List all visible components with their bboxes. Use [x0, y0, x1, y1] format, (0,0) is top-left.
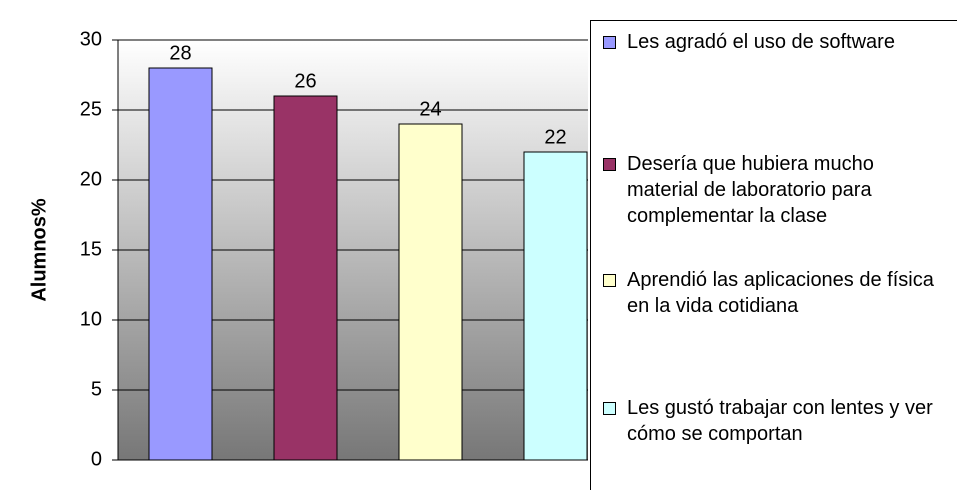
legend-swatch: [603, 274, 616, 287]
bar: [148, 67, 213, 461]
y-tick-label: 20: [80, 168, 102, 190]
y-tick-label: 15: [80, 238, 102, 260]
legend-swatch: [603, 158, 616, 171]
data-label: 28: [169, 42, 191, 64]
y-tick-label: 10: [80, 308, 102, 330]
legend-entry: Aprendió las aplicaciones de física en l…: [603, 267, 943, 319]
bar: [273, 95, 338, 461]
bar: [523, 151, 588, 461]
legend-label: Aprendió las aplicaciones de física en l…: [627, 269, 934, 317]
legend-label: Desería que hubiera mucho material de la…: [627, 153, 874, 227]
legend-label: Les agradó el uso de software: [627, 31, 895, 53]
legend: Les agradó el uso de software Desería que…: [590, 20, 957, 490]
legend-entry: Les gustó trabajar con lentes y ver cómo…: [603, 395, 943, 447]
data-label: 26: [294, 70, 316, 92]
legend-entry: Les agradó el uso de software: [603, 29, 943, 55]
y-axis-label: Alumnos%: [28, 198, 50, 302]
y-tick-label: 0: [91, 448, 102, 470]
y-tick-label: 25: [80, 98, 102, 120]
legend-swatch: [603, 402, 616, 415]
y-tick-label: 5: [91, 378, 102, 400]
legend-entry: Desería que hubiera mucho material de la…: [603, 151, 943, 229]
y-tick-label: 30: [80, 28, 102, 50]
legend-swatch: [603, 36, 616, 49]
legend-label: Les gustó trabajar con lentes y ver cómo…: [627, 397, 933, 445]
data-label: 22: [544, 126, 566, 148]
data-label: 24: [419, 98, 441, 120]
bar: [398, 123, 463, 461]
